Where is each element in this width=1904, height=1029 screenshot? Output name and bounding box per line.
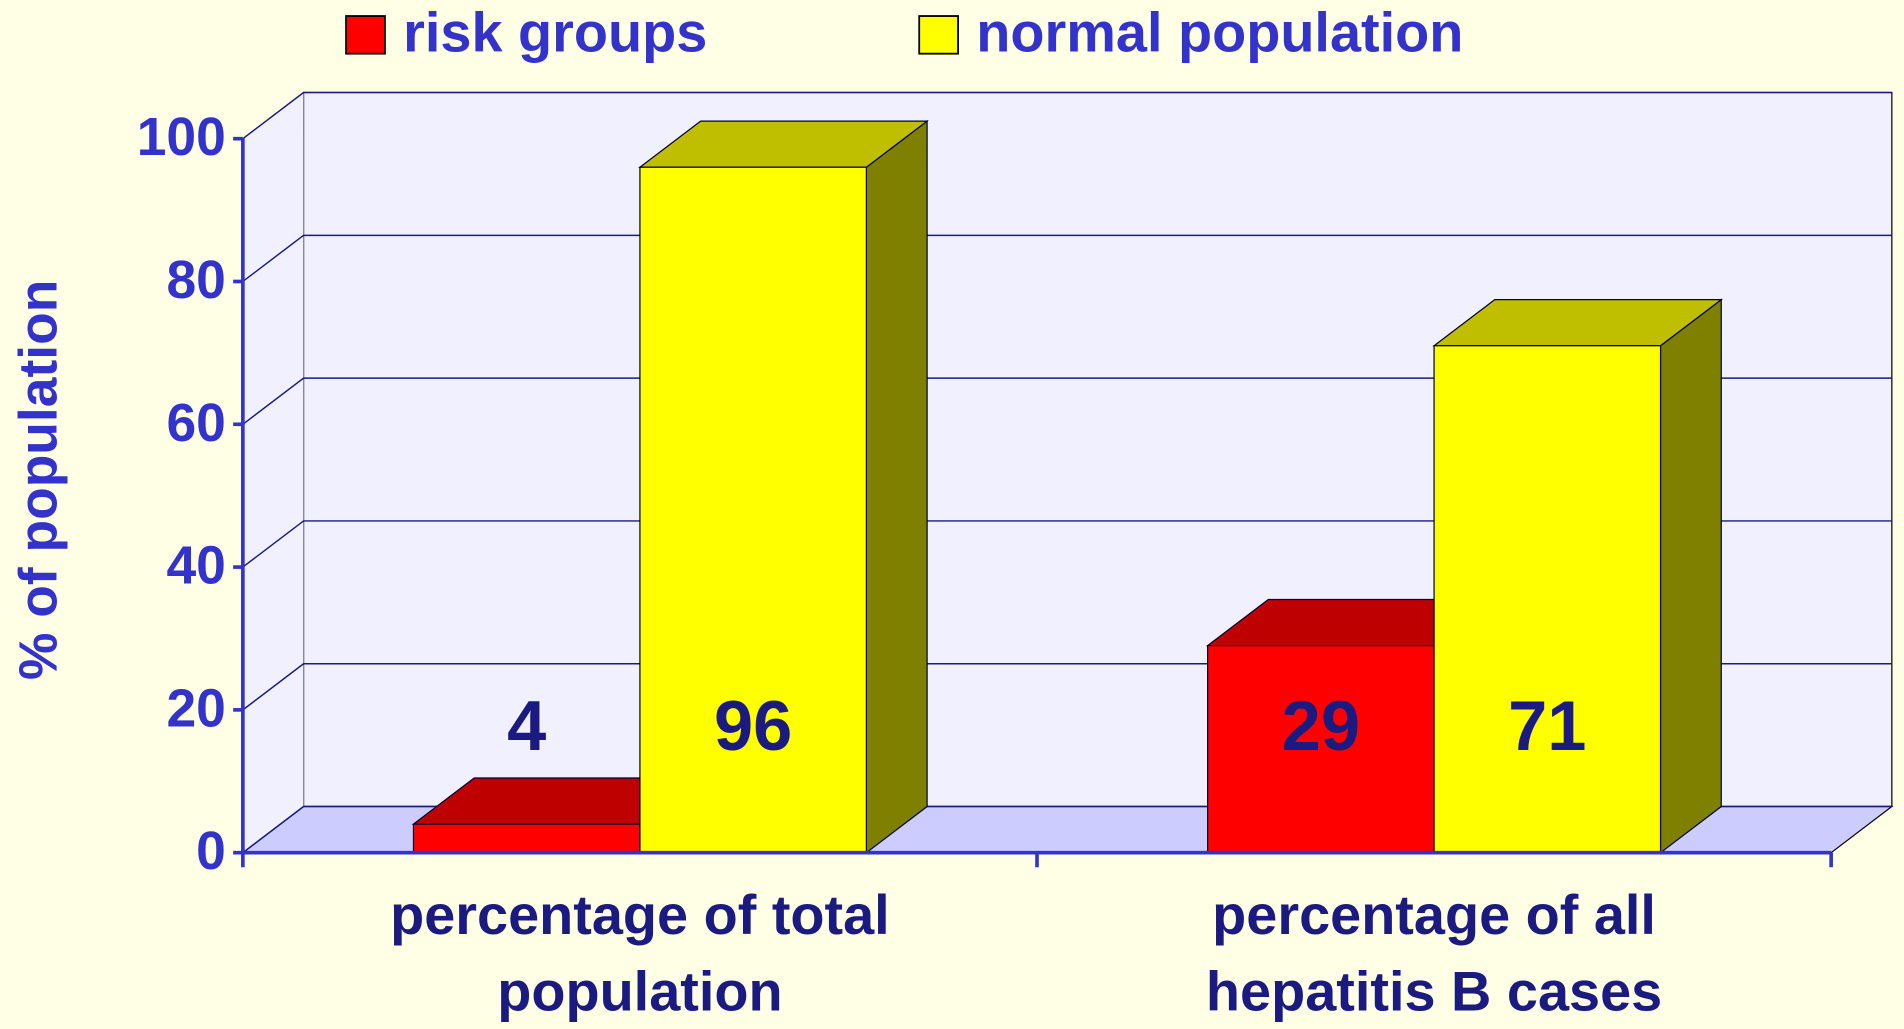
data-label: 96 [714,686,792,765]
y-tick-label: 60 [166,394,225,453]
y-tick-label: 20 [166,679,225,738]
legend-label: normal population [976,0,1463,63]
grid-line [242,377,1892,425]
grid-line [242,91,1892,140]
grid-line [242,520,1892,568]
legend-swatch [918,15,959,55]
y-tick-label: 100 [137,108,226,167]
y-axis-title: % of population [10,280,69,680]
x-tick-label: population [497,960,782,1023]
data-label: 4 [507,686,546,765]
x-tick-label: percentage of total [390,883,890,946]
bar-side [1659,298,1722,854]
legend-swatch [345,15,386,55]
y-tick-label: 40 [166,537,225,596]
bar [1433,345,1662,854]
bar-side [865,119,928,854]
bar [412,823,641,854]
bar [639,166,867,854]
y-tick-label: 0 [196,822,226,881]
data-label: 71 [1508,686,1586,765]
side-wall [242,92,304,853]
grid-line [242,234,1892,283]
x-tick-label: hepatitis B cases [1206,960,1662,1023]
x-tick-label: percentage of all [1212,883,1656,946]
y-tick-label: 80 [166,251,225,310]
legend-label: risk groups [403,0,707,63]
data-label: 29 [1282,686,1360,765]
